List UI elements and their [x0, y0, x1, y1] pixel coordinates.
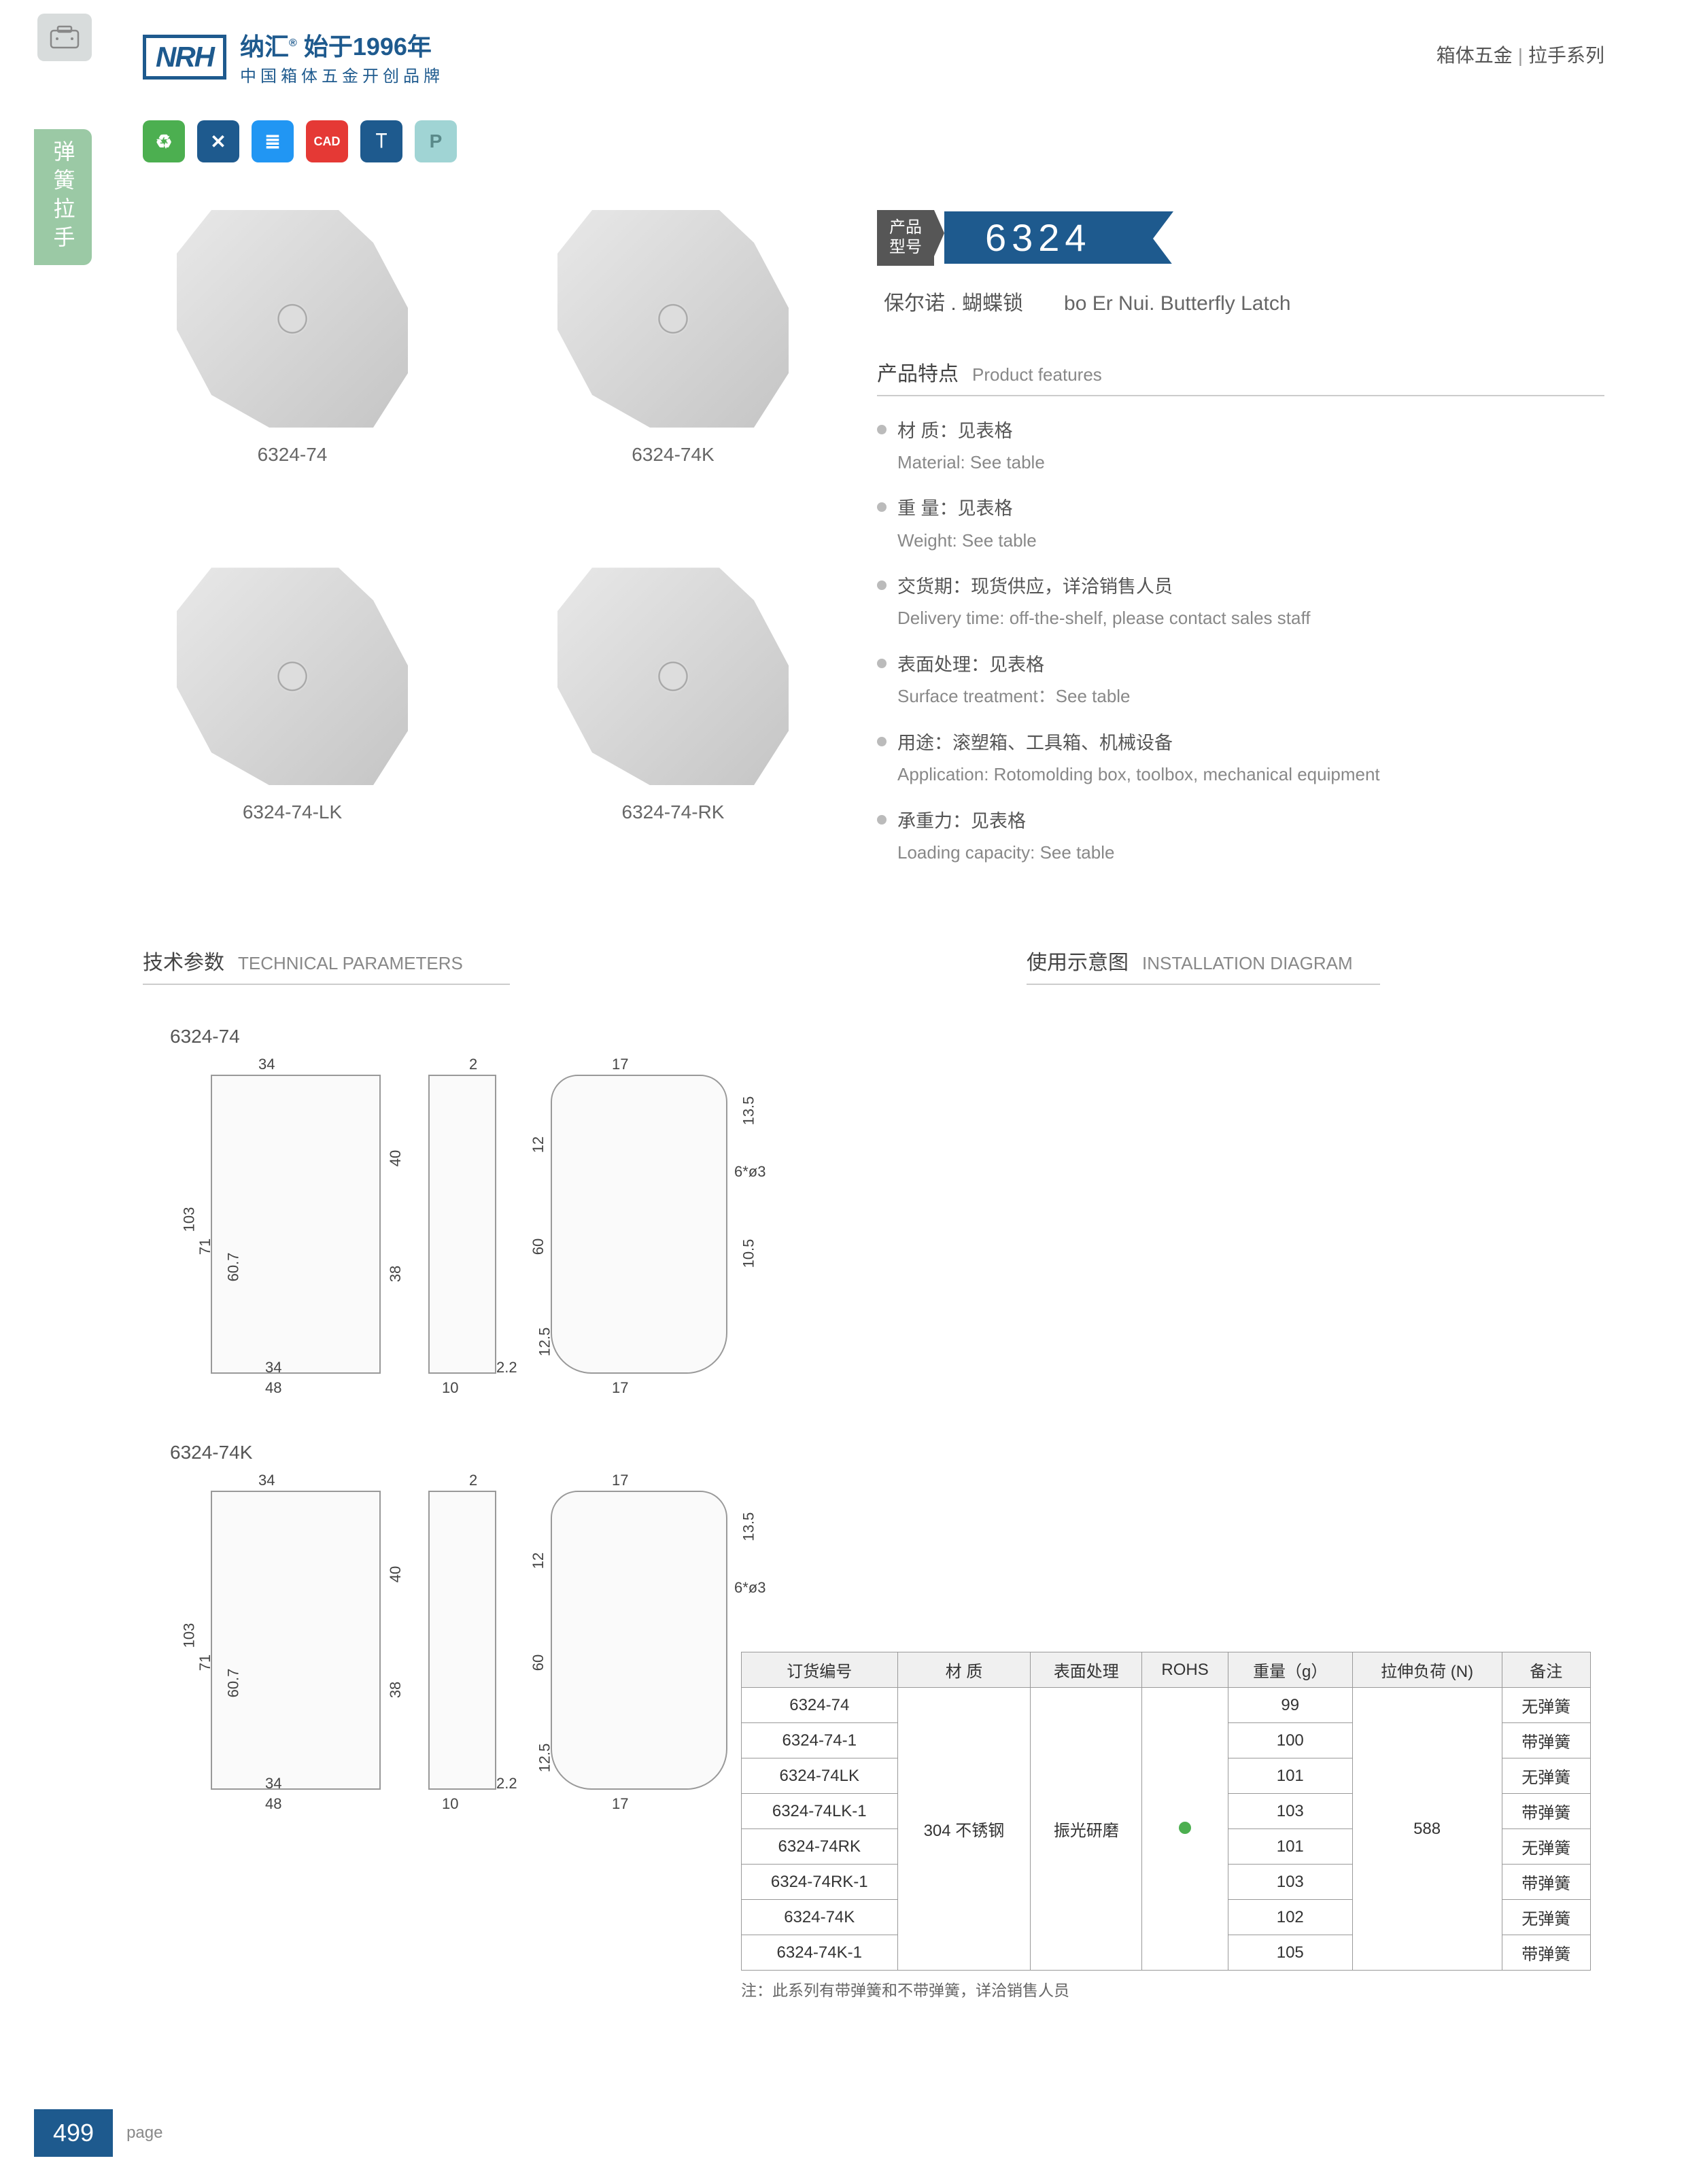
spring-icon: ≣ — [252, 120, 294, 162]
product-image — [177, 568, 408, 785]
spec-table-wrap: 订货编号材 质表面处理ROHS重量（g）拉伸负荷 (N)备注 6324-7430… — [741, 1652, 1591, 2000]
product-item: 6324-74-LK — [143, 568, 442, 884]
tools-icon: ✕ — [197, 120, 239, 162]
feature-item: 重 量：见表格Weight: See table — [877, 494, 1604, 555]
diagram-block: 34301037160.74038344822.2101713.5126*ø36… — [170, 1061, 782, 1401]
table-header: 表面处理 — [1031, 1652, 1142, 1688]
brand-since: 始于1996年 — [304, 33, 432, 60]
side-category-tab: 弹簧拉手 — [34, 129, 92, 265]
table-header: 拉伸负荷 (N) — [1352, 1652, 1502, 1688]
product-label: 6324-74-RK — [622, 801, 725, 823]
category-icon — [37, 14, 92, 61]
product-item: 6324-74K — [523, 210, 823, 527]
product-label: 6324-74K — [632, 444, 714, 466]
p-icon: P — [415, 120, 457, 162]
table-note: 注：此系列有带弹簧和不带弹簧，详洽销售人员 — [741, 1977, 1591, 2000]
page-number-label: page — [126, 2124, 162, 2143]
feature-item: 材 质：见表格Material: See table — [877, 417, 1604, 477]
brand-reg: ® — [289, 37, 297, 49]
table-header: 重量（g） — [1228, 1652, 1352, 1688]
feature-icon-row: ♻ ✕ ≣ CAD ⟙ P — [41, 120, 1604, 162]
page-number: 499 page — [34, 2109, 162, 2157]
product-grid: 6324-74 6324-74K 6324-74-LK 6324-74-RK — [143, 210, 823, 884]
table-header: ROHS — [1142, 1652, 1228, 1688]
feature-item: 用途：滚塑箱、工具箱、机械设备Application: Rotomolding … — [877, 729, 1604, 789]
logo-mark: NRH — [143, 35, 226, 80]
product-image — [557, 210, 789, 428]
product-label: 6324-74-LK — [243, 801, 342, 823]
table-header: 备注 — [1502, 1652, 1590, 1688]
product-image — [177, 210, 408, 428]
table-header: 材 质 — [897, 1652, 1031, 1688]
product-item: 6324-74-RK — [523, 568, 823, 884]
diagram-block: 34301037160.74038344822.2101713.5126*ø36… — [170, 1477, 782, 1817]
model-label: 产品型号 — [877, 210, 934, 266]
product-image — [557, 568, 789, 785]
header-breadcrumb: 箱体五金|拉手系列 — [1436, 27, 1604, 68]
brand-slogan: 中国箱体五金开创品牌 — [240, 63, 444, 86]
brand-cn: 纳汇 — [240, 33, 289, 60]
features-heading: 产品特点Product features — [877, 357, 1604, 396]
product-label: 6324-74 — [258, 444, 328, 466]
feature-item: 承重力：见表格Loading capacity: See table — [877, 807, 1604, 867]
screw-icon: ⟙ — [360, 120, 402, 162]
table-header: 订货编号 — [742, 1652, 898, 1688]
eco-icon: ♻ — [143, 120, 185, 162]
model-number: 6324 — [944, 211, 1173, 264]
tech-params-heading: 技术参数TECHNICAL PARAMETERS — [143, 946, 510, 985]
feature-item: 交货期：现货供应，详洽销售人员Delivery time: off-the-sh… — [877, 572, 1604, 633]
diagram-label: 6324-74 — [170, 1026, 1604, 1047]
brand-logo: NRH 纳汇® 始于1996年 中国箱体五金开创品牌 — [143, 27, 444, 86]
diagram-label: 6324-74K — [170, 1442, 1604, 1463]
product-name: 保尔诺 . 蝴蝶锁bo Er Nui. Butterfly Latch — [877, 286, 1604, 316]
model-number-row: 产品型号 6324 — [877, 210, 1604, 266]
spec-table: 订货编号材 质表面处理ROHS重量（g）拉伸负荷 (N)备注 6324-7430… — [741, 1652, 1591, 1971]
cad-icon: CAD — [306, 120, 348, 162]
rohs-dot — [1179, 1822, 1191, 1834]
product-item: 6324-74 — [143, 210, 442, 527]
feature-list: 材 质：见表格Material: See table 重 量：见表格Weight:… — [877, 417, 1604, 867]
page-number-value: 499 — [34, 2109, 113, 2157]
install-diagram-heading: 使用示意图INSTALLATION DIAGRAM — [1027, 946, 1380, 985]
feature-item: 表面处理：见表格Surface treatment：See table — [877, 651, 1604, 711]
table-row: 6324-74304 不锈钢振光研磨99588无弹簧 — [742, 1688, 1591, 1723]
